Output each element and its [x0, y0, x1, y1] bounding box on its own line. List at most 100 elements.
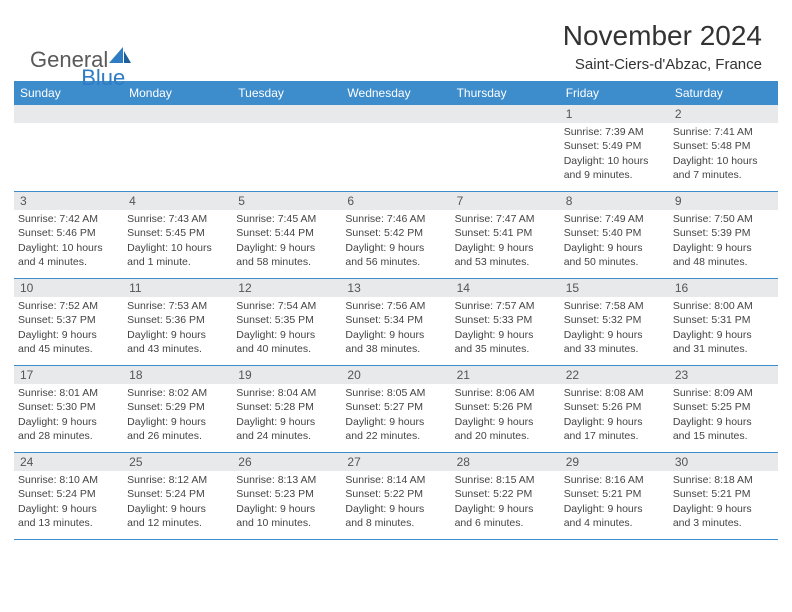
sun-sunset-text: Sunset: 5:22 PM: [455, 487, 556, 501]
day-number-strip: 2: [669, 105, 778, 123]
sun-sunset-text: Sunset: 5:27 PM: [345, 400, 446, 414]
day-cell: [123, 105, 232, 191]
sun-sunrise-text: Sunrise: 7:45 AM: [236, 212, 337, 226]
day-number-strip: 21: [451, 366, 560, 384]
daylight-text: Daylight: 9 hours: [673, 241, 774, 255]
day-number: 13: [347, 281, 360, 295]
sun-sunset-text: Sunset: 5:40 PM: [564, 226, 665, 240]
day-cell: [14, 105, 123, 191]
sun-sunrise-text: Sunrise: 7:39 AM: [564, 125, 665, 139]
day-number: 27: [347, 455, 360, 469]
daylight-text: and 28 minutes.: [18, 429, 119, 443]
sun-sunset-text: Sunset: 5:23 PM: [236, 487, 337, 501]
day-cell: 2Sunrise: 7:41 AMSunset: 5:48 PMDaylight…: [669, 105, 778, 191]
weekday-header: Monday: [123, 81, 232, 105]
day-number: 6: [347, 194, 354, 208]
daylight-text: Daylight: 9 hours: [564, 415, 665, 429]
day-number-strip: 11: [123, 279, 232, 297]
daylight-text: and 56 minutes.: [345, 255, 446, 269]
day-number-strip: 15: [560, 279, 669, 297]
sun-sunrise-text: Sunrise: 8:04 AM: [236, 386, 337, 400]
day-number-strip: 9: [669, 192, 778, 210]
day-cell: 6Sunrise: 7:46 AMSunset: 5:42 PMDaylight…: [341, 192, 450, 278]
month-title: November 2024: [563, 20, 762, 52]
daylight-text: Daylight: 9 hours: [236, 241, 337, 255]
day-cell: 17Sunrise: 8:01 AMSunset: 5:30 PMDayligh…: [14, 366, 123, 452]
daylight-text: Daylight: 9 hours: [673, 415, 774, 429]
daylight-text: Daylight: 10 hours: [673, 154, 774, 168]
sun-sunrise-text: Sunrise: 7:47 AM: [455, 212, 556, 226]
daylight-text: and 24 minutes.: [236, 429, 337, 443]
daylight-text: Daylight: 9 hours: [673, 502, 774, 516]
day-number: 20: [347, 368, 360, 382]
weekday-header: Saturday: [669, 81, 778, 105]
day-cell: 21Sunrise: 8:06 AMSunset: 5:26 PMDayligh…: [451, 366, 560, 452]
day-number-strip: 30: [669, 453, 778, 471]
day-cell: 25Sunrise: 8:12 AMSunset: 5:24 PMDayligh…: [123, 453, 232, 539]
day-cell: 29Sunrise: 8:16 AMSunset: 5:21 PMDayligh…: [560, 453, 669, 539]
sun-sunset-text: Sunset: 5:24 PM: [18, 487, 119, 501]
sun-sunset-text: Sunset: 5:28 PM: [236, 400, 337, 414]
daylight-text: and 45 minutes.: [18, 342, 119, 356]
day-cell: 30Sunrise: 8:18 AMSunset: 5:21 PMDayligh…: [669, 453, 778, 539]
day-number: 7: [457, 194, 464, 208]
day-number: [129, 107, 132, 121]
sun-sunset-text: Sunset: 5:21 PM: [564, 487, 665, 501]
sun-sunset-text: Sunset: 5:33 PM: [455, 313, 556, 327]
daylight-text: and 6 minutes.: [455, 516, 556, 530]
daylight-text: Daylight: 9 hours: [18, 328, 119, 342]
weekday-header-row: Sunday Monday Tuesday Wednesday Thursday…: [14, 81, 778, 105]
week-row: 24Sunrise: 8:10 AMSunset: 5:24 PMDayligh…: [14, 453, 778, 540]
day-number-strip: 18: [123, 366, 232, 384]
day-cell: 5 Sunrise: 7:45 AMSunset: 5:44 PMDaylight…: [232, 192, 341, 278]
sun-sunrise-text: Sunrise: 8:09 AM: [673, 386, 774, 400]
daylight-text: and 40 minutes.: [236, 342, 337, 356]
day-cell: 23Sunrise: 8:09 AMSunset: 5:25 PMDayligh…: [669, 366, 778, 452]
sun-sunset-text: Sunset: 5:36 PM: [127, 313, 228, 327]
day-cell: 20Sunrise: 8:05 AMSunset: 5:27 PMDayligh…: [341, 366, 450, 452]
day-number: 15: [566, 281, 579, 295]
sun-sunrise-text: Sunrise: 7:58 AM: [564, 299, 665, 313]
day-number-strip: 19: [232, 366, 341, 384]
day-cell: 14Sunrise: 7:57 AMSunset: 5:33 PMDayligh…: [451, 279, 560, 365]
daylight-text: and 26 minutes.: [127, 429, 228, 443]
daylight-text: Daylight: 9 hours: [127, 502, 228, 516]
daylight-text: Daylight: 9 hours: [345, 415, 446, 429]
daylight-text: Daylight: 9 hours: [345, 241, 446, 255]
sun-sunset-text: Sunset: 5:48 PM: [673, 139, 774, 153]
weekday-header: Friday: [560, 81, 669, 105]
daylight-text: Daylight: 9 hours: [455, 328, 556, 342]
day-cell: 8Sunrise: 7:49 AMSunset: 5:40 PMDaylight…: [560, 192, 669, 278]
day-number: 8: [566, 194, 573, 208]
day-number-strip: 16: [669, 279, 778, 297]
daylight-text: Daylight: 9 hours: [345, 502, 446, 516]
daylight-text: and 35 minutes.: [455, 342, 556, 356]
day-number-strip: 14: [451, 279, 560, 297]
sun-sunset-text: Sunset: 5:31 PM: [673, 313, 774, 327]
day-cell: 16Sunrise: 8:00 AMSunset: 5:31 PMDayligh…: [669, 279, 778, 365]
day-cell: 15Sunrise: 7:58 AMSunset: 5:32 PMDayligh…: [560, 279, 669, 365]
day-number-strip: 23: [669, 366, 778, 384]
sun-sunrise-text: Sunrise: 7:50 AM: [673, 212, 774, 226]
sun-sunrise-text: Sunrise: 7:56 AM: [345, 299, 446, 313]
day-number-strip: 5: [232, 192, 341, 210]
sun-sunrise-text: Sunrise: 8:10 AM: [18, 473, 119, 487]
day-number: [20, 107, 23, 121]
day-number: 18: [129, 368, 142, 382]
daylight-text: Daylight: 9 hours: [673, 328, 774, 342]
sun-sunset-text: Sunset: 5:49 PM: [564, 139, 665, 153]
weekday-header: Thursday: [451, 81, 560, 105]
day-number: 12: [238, 281, 251, 295]
sun-sunset-text: Sunset: 5:44 PM: [236, 226, 337, 240]
sun-sunrise-text: Sunrise: 7:49 AM: [564, 212, 665, 226]
day-number: 26: [238, 455, 251, 469]
day-cell: 1Sunrise: 7:39 AMSunset: 5:49 PMDaylight…: [560, 105, 669, 191]
sun-sunrise-text: Sunrise: 8:13 AM: [236, 473, 337, 487]
day-number-strip: 10: [14, 279, 123, 297]
daylight-text: and 3 minutes.: [673, 516, 774, 530]
daylight-text: Daylight: 9 hours: [236, 415, 337, 429]
day-number: 11: [129, 281, 141, 295]
day-number: 28: [457, 455, 470, 469]
day-number: 21: [457, 368, 470, 382]
weekday-header: Tuesday: [232, 81, 341, 105]
